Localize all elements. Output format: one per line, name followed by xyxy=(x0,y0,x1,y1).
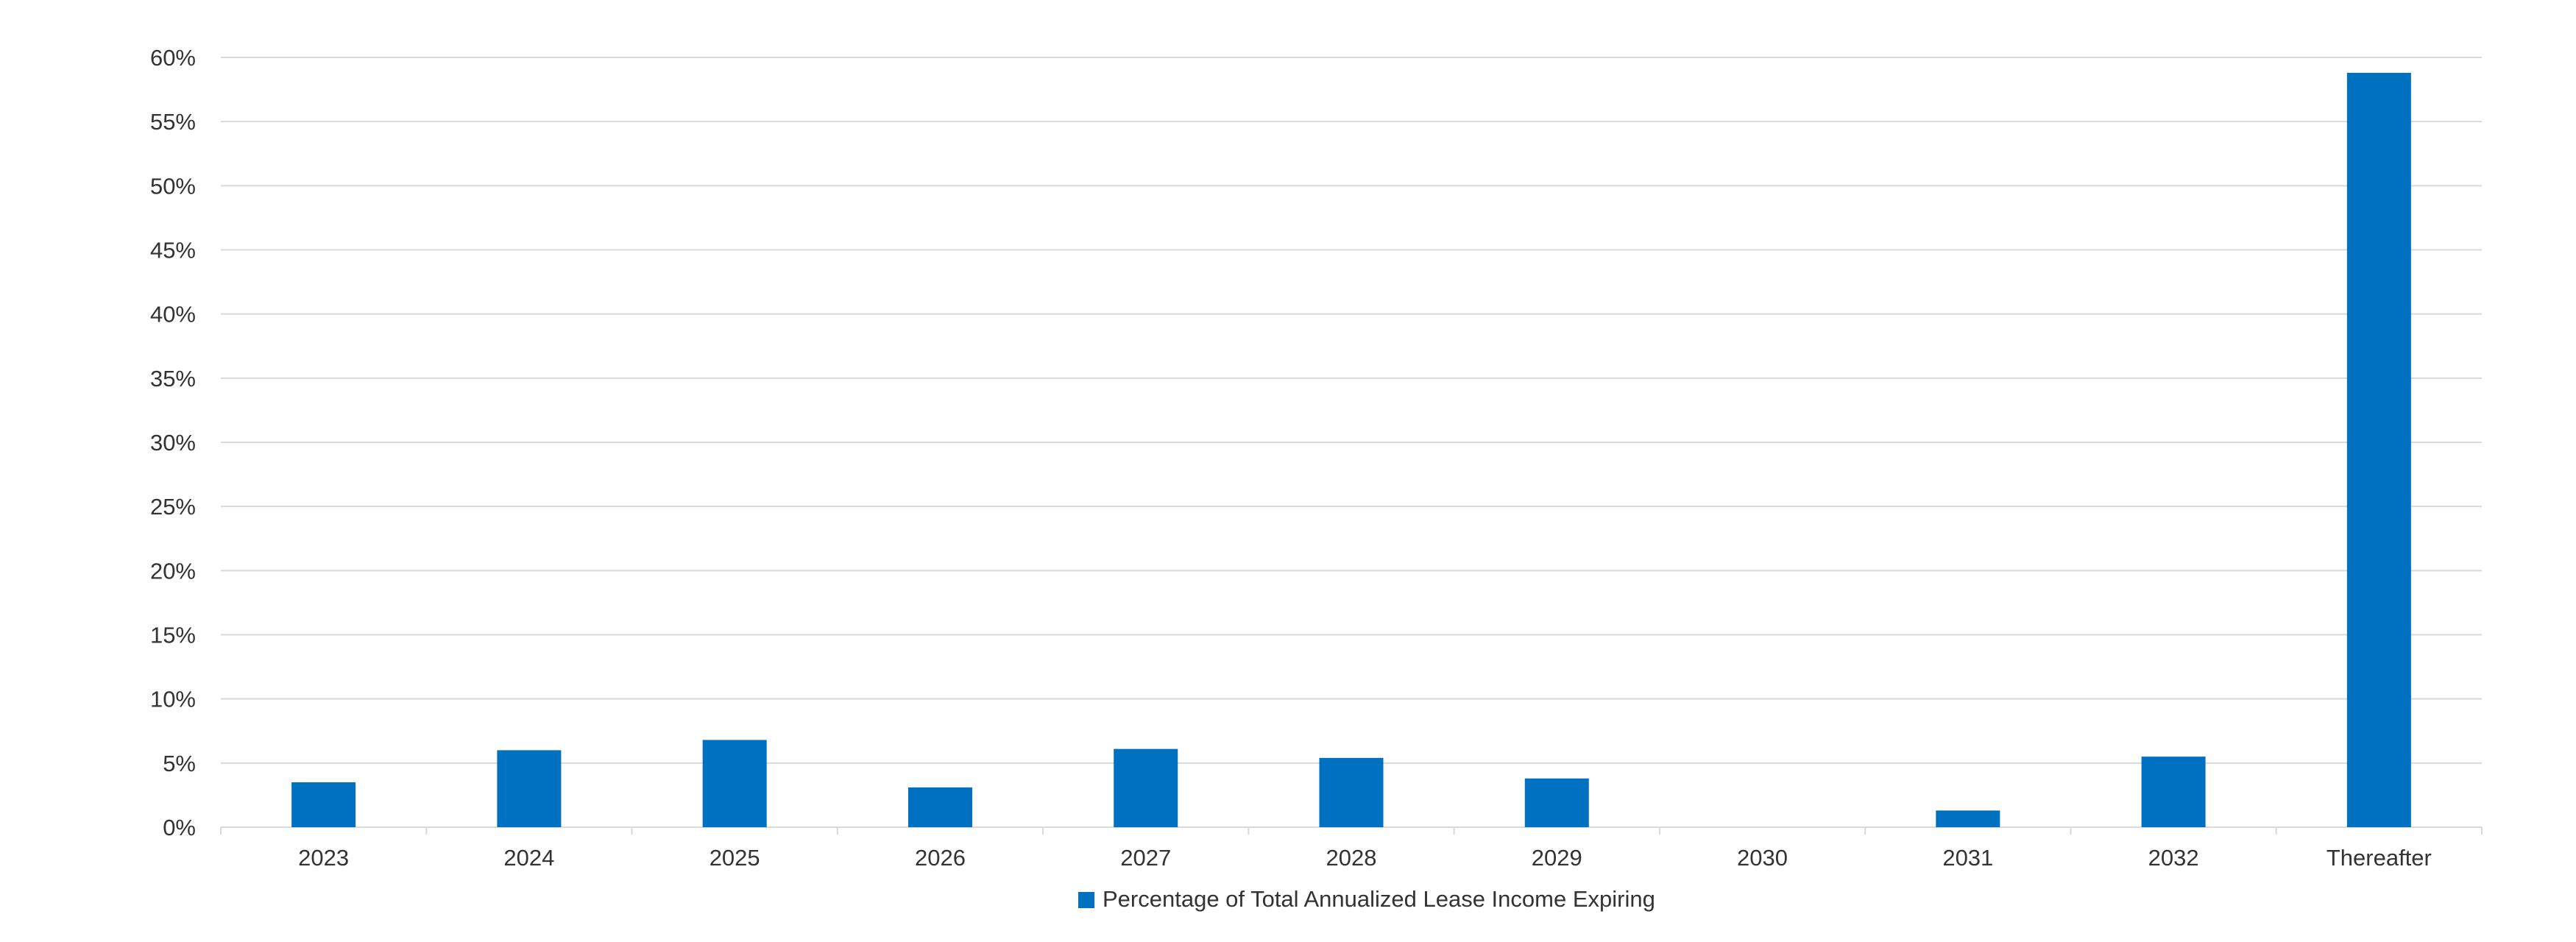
y-tick-label: 60% xyxy=(150,45,196,71)
y-tick-label: 25% xyxy=(150,494,196,520)
x-tick-label: 2027 xyxy=(1120,845,1171,871)
x-tick-label: 2023 xyxy=(298,845,349,871)
bar xyxy=(1319,757,1384,827)
bar xyxy=(1114,748,1178,827)
y-tick-label: 50% xyxy=(150,173,196,199)
y-tick-label: 30% xyxy=(150,430,196,456)
y-tick-label: 10% xyxy=(150,687,196,712)
bar xyxy=(497,750,562,827)
x-tick-label: 2030 xyxy=(1737,845,1788,871)
x-tick-label: 2024 xyxy=(503,845,554,871)
x-tick-label: 2029 xyxy=(1532,845,1582,871)
bar xyxy=(291,782,356,827)
legend-label: Percentage of Total Annualized Lease Inc… xyxy=(1103,886,1655,912)
bars xyxy=(291,72,2411,827)
x-tick-label: 2031 xyxy=(1942,845,1993,871)
y-tick-label: 15% xyxy=(150,623,196,648)
y-tick-label: 5% xyxy=(163,751,196,776)
x-tick-label: 2032 xyxy=(2148,845,2199,871)
bar xyxy=(702,740,767,827)
x-tick-labels: 2023 2024 2025 2026 2027 2028 2029 2030 2031 2032… xyxy=(298,845,2432,871)
y-tick-label: 20% xyxy=(150,558,196,584)
bar xyxy=(1936,810,2000,827)
y-tick-label: 35% xyxy=(150,366,196,392)
x-tick-label: 2028 xyxy=(1326,845,1377,871)
y-tick-labels: 0% 5% 10% 15% 20% 25% 30% 35% 40% 45% 50% 55% 60% xyxy=(150,45,196,840)
bar xyxy=(2141,757,2206,827)
legend: Percentage of Total Annualized Lease Inc… xyxy=(1078,886,1655,912)
bar xyxy=(907,787,972,827)
y-tick-label: 0% xyxy=(163,815,196,840)
axes xyxy=(220,826,2483,835)
y-tick-label: 55% xyxy=(150,109,196,135)
y-tick-label: 45% xyxy=(150,238,196,263)
x-tick-label: 2026 xyxy=(915,845,966,871)
gridlines xyxy=(221,57,2482,764)
y-tick-label: 40% xyxy=(150,302,196,327)
x-tick-label: Thereafter xyxy=(2326,845,2432,871)
legend-swatch xyxy=(1078,892,1094,908)
bar xyxy=(2346,72,2411,827)
x-tick-label: 2025 xyxy=(710,845,760,871)
bar xyxy=(1524,778,1589,827)
